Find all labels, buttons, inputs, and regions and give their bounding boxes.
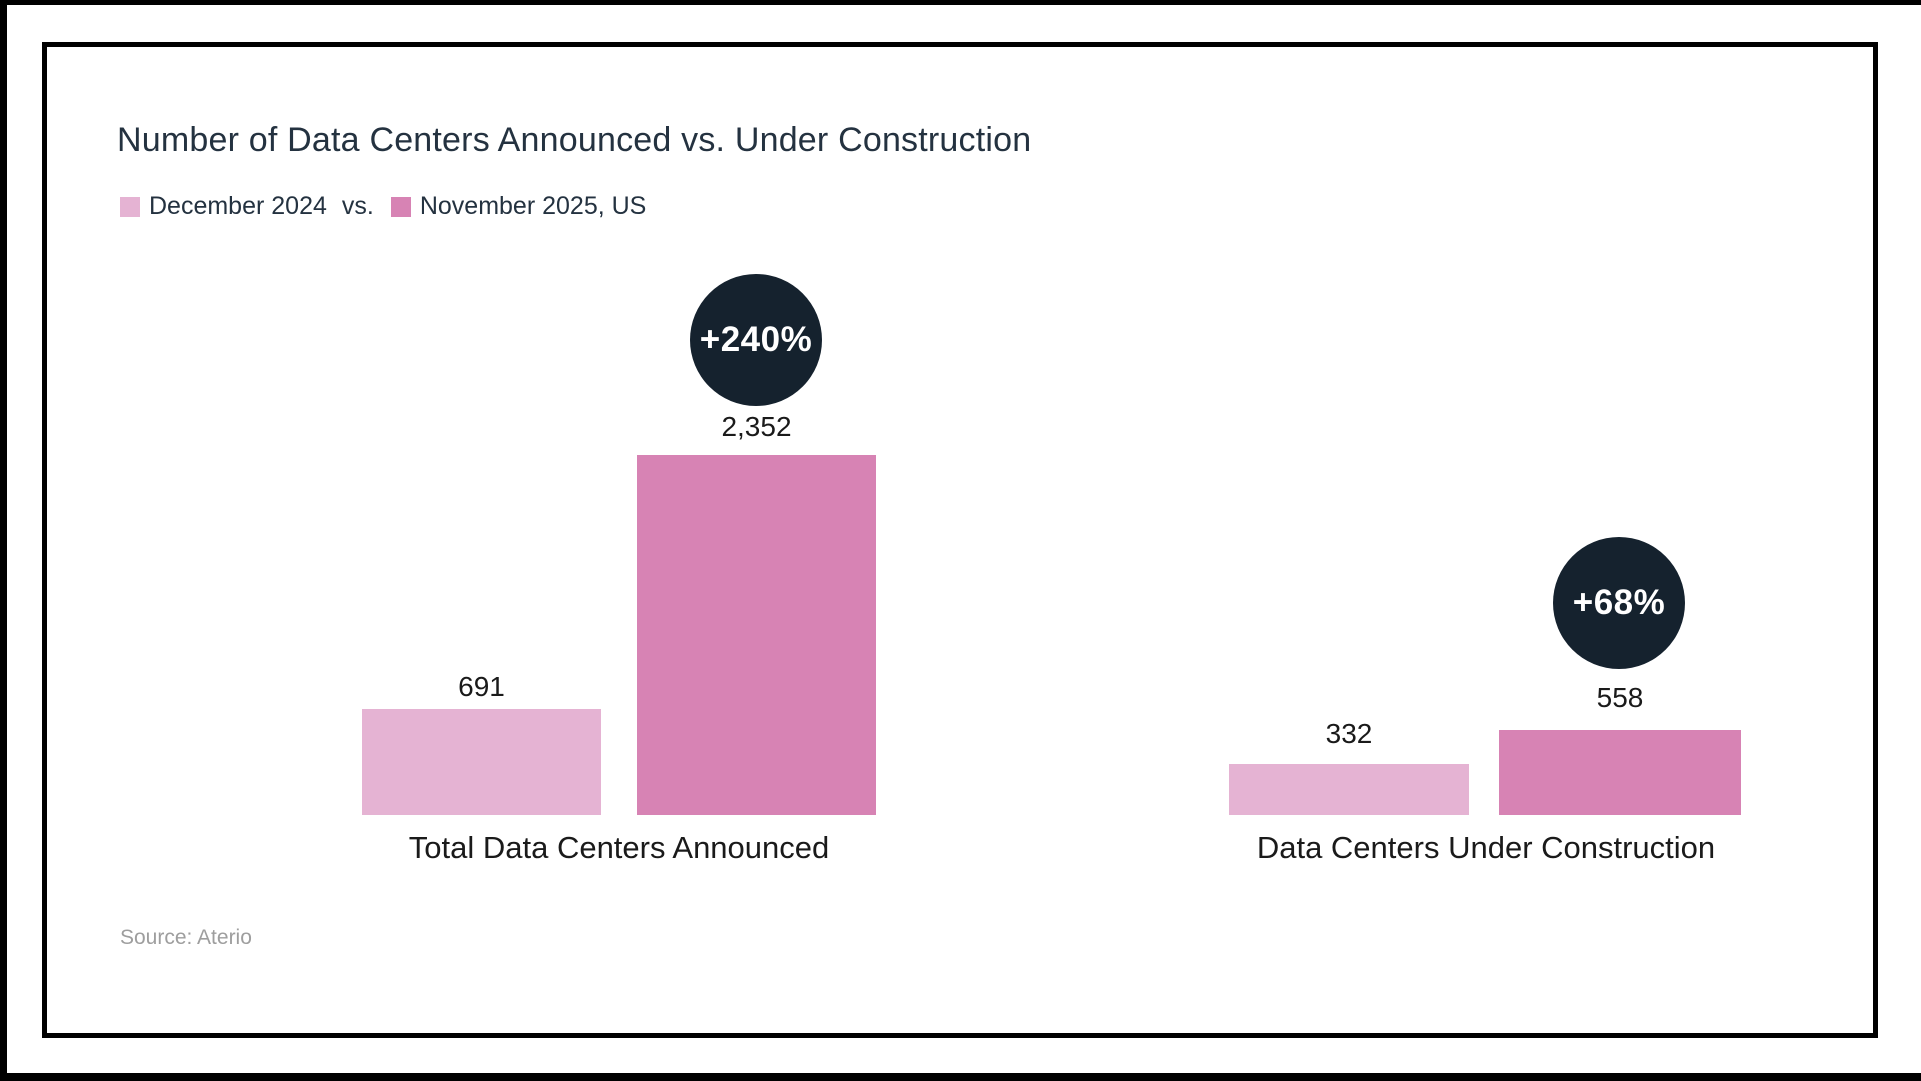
percent-change-badge-announced: +240% — [690, 274, 822, 406]
legend-swatch-icon — [120, 196, 140, 217]
chart-title: Number of Data Centers Announced vs. Und… — [117, 121, 1032, 159]
percent-change-value: +68% — [1572, 583, 1666, 622]
percent-change-value: +240% — [699, 320, 813, 359]
chart-card — [42, 42, 1878, 1038]
legend-separator: vs. — [341, 192, 374, 220]
bar-value-label-dec2024-construction: 332 — [1325, 718, 1373, 749]
legend-label-series1: December 2024 — [149, 192, 327, 220]
source-caption: Source: Aterio — [120, 926, 252, 949]
legend-label-series2: November 2025, US — [419, 192, 647, 220]
bar-value-label-dec2024-announced: 691 — [458, 671, 505, 702]
bar-value-label-nov2025-announced: 2,352 — [721, 411, 792, 442]
frame-edge-left — [0, 0, 7, 1081]
bar-nov2025-construction — [1499, 730, 1741, 815]
bar-value-label-nov2025-construction: 558 — [1596, 682, 1644, 713]
frame-edge-top — [0, 0, 1921, 5]
bar-dec2024-construction — [1229, 764, 1469, 815]
bar-dec2024-announced — [362, 709, 601, 815]
category-label-announced: Total Data Centers Announced — [408, 830, 830, 865]
chart-legend: December 2024 vs. November 2025, US — [120, 192, 646, 221]
bar-nov2025-announced — [637, 455, 876, 815]
category-label-under-construction: Data Centers Under Construction — [1256, 830, 1716, 865]
frame-edge-bottom — [0, 1073, 1921, 1081]
percent-change-badge-construction: +68% — [1553, 537, 1685, 669]
legend-swatch-icon — [390, 196, 411, 217]
